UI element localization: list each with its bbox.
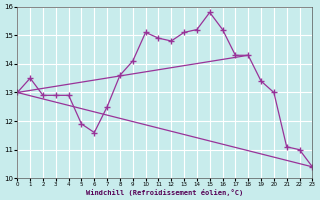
X-axis label: Windchill (Refroidissement éolien,°C): Windchill (Refroidissement éolien,°C) [86,189,244,196]
